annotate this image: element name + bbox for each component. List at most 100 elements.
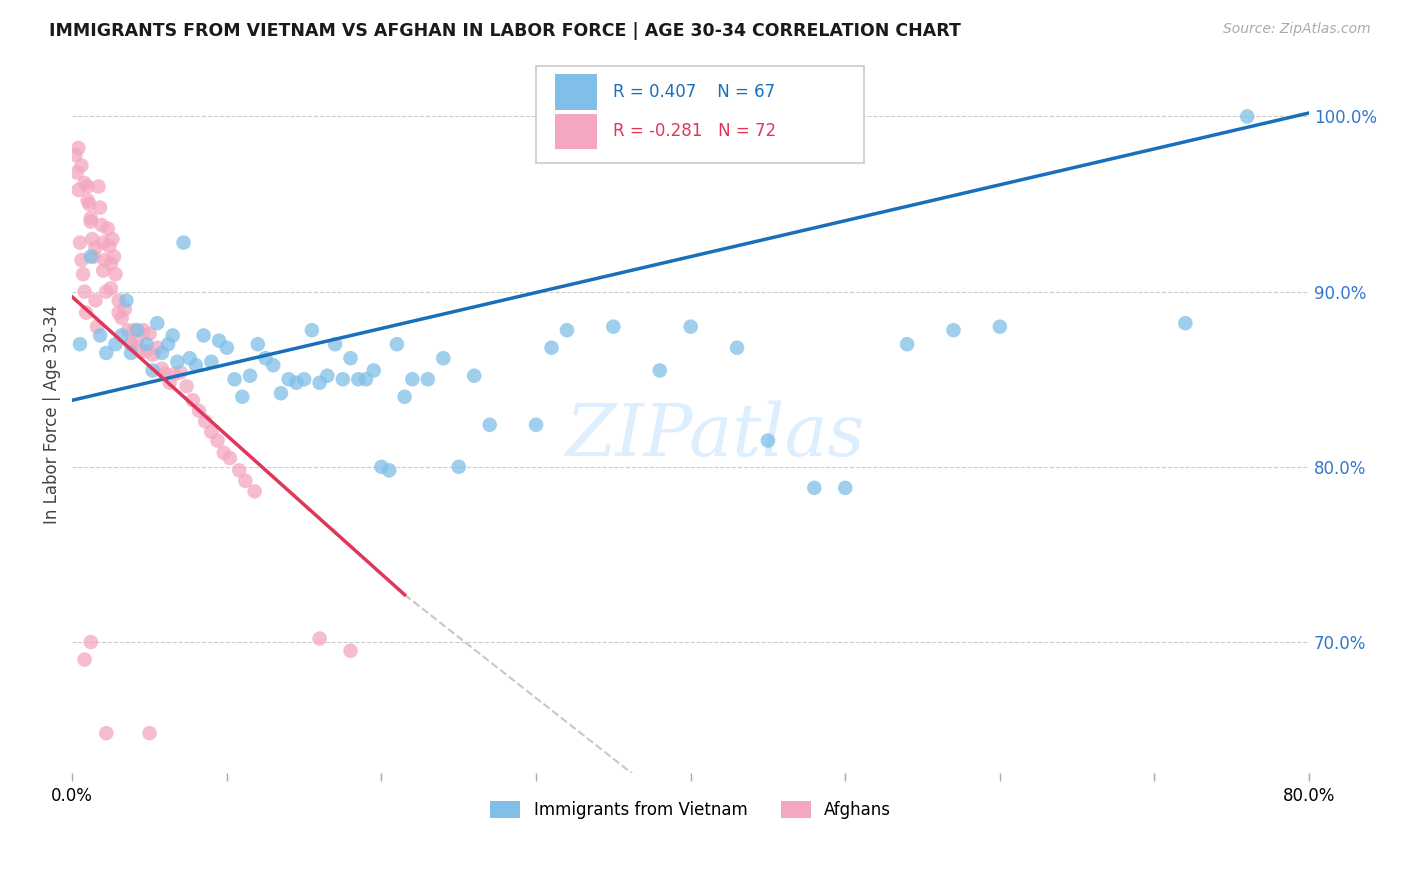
Point [67, 141, 90, 155]
Point [127, 334, 149, 348]
Point [90, 218, 112, 232]
Point [215, 341, 238, 355]
Point [834, 481, 856, 495]
Point [127, 323, 149, 337]
Point [270, 386, 292, 401]
Point [82, 232, 104, 246]
Point [111, 328, 134, 343]
Point [292, 372, 315, 386]
Point [478, 417, 501, 432]
Point [463, 368, 485, 383]
Point [80, 635, 103, 649]
Point [138, 326, 160, 341]
Point [370, 459, 392, 474]
Point [401, 372, 423, 386]
FancyBboxPatch shape [536, 66, 863, 163]
Point [942, 323, 965, 337]
Point [679, 319, 702, 334]
Point [75, 306, 97, 320]
Point [86, 319, 108, 334]
Point [87, 179, 110, 194]
Point [80, 211, 103, 225]
Point [135, 344, 157, 359]
Point [301, 323, 323, 337]
Point [1236, 110, 1258, 124]
Point [194, 414, 217, 428]
Point [602, 319, 624, 334]
Point [212, 446, 235, 460]
Point [77, 197, 100, 211]
Point [69, 337, 91, 351]
Point [80, 214, 103, 228]
Point [89, 328, 111, 343]
Point [69, 235, 91, 250]
Point [332, 372, 354, 386]
Text: ZIPatlas: ZIPatlas [565, 401, 865, 471]
Point [89, 201, 111, 215]
Point [104, 267, 127, 281]
Point [277, 372, 299, 386]
Point [142, 348, 165, 362]
Point [228, 463, 250, 477]
Point [150, 346, 173, 360]
FancyBboxPatch shape [554, 114, 596, 149]
Point [70, 253, 93, 268]
Point [262, 358, 284, 372]
Point [394, 390, 416, 404]
Point [76, 179, 98, 194]
Point [114, 302, 136, 317]
Point [122, 323, 145, 337]
Point [135, 337, 157, 351]
Point [208, 334, 231, 348]
Point [157, 337, 180, 351]
Point [200, 425, 222, 439]
Y-axis label: In Labor Force | Age 30-34: In Labor Force | Age 30-34 [44, 305, 60, 524]
Point [725, 341, 748, 355]
Point [70, 159, 93, 173]
Text: Source: ZipAtlas.com: Source: ZipAtlas.com [1223, 22, 1371, 37]
Point [146, 341, 169, 355]
Point [91, 235, 114, 250]
Point [378, 463, 401, 477]
Point [76, 194, 98, 208]
Point [66, 165, 89, 179]
Point [107, 293, 129, 308]
Point [896, 337, 918, 351]
Point [756, 434, 779, 448]
Point [224, 372, 246, 386]
Point [246, 337, 269, 351]
Point [447, 459, 470, 474]
Point [235, 474, 257, 488]
Point [219, 451, 242, 466]
Point [132, 323, 155, 337]
Point [80, 250, 103, 264]
Point [84, 241, 107, 255]
Point [96, 285, 118, 299]
Point [316, 368, 339, 383]
Point [339, 351, 361, 366]
Point [803, 481, 825, 495]
Point [72, 267, 94, 281]
Point [138, 726, 160, 740]
Point [188, 404, 211, 418]
Point [107, 306, 129, 320]
Point [159, 376, 181, 390]
Point [179, 351, 201, 366]
Point [96, 346, 118, 360]
Point [111, 310, 134, 325]
Point [200, 355, 222, 369]
Point [239, 368, 262, 383]
Point [104, 337, 127, 351]
Point [103, 250, 125, 264]
Point [84, 293, 107, 308]
Point [184, 358, 207, 372]
Point [181, 393, 204, 408]
Point [555, 323, 578, 337]
Point [100, 281, 122, 295]
Point [254, 351, 277, 366]
Text: R = -0.281   N = 72: R = -0.281 N = 72 [613, 122, 776, 140]
Point [308, 632, 330, 646]
Point [153, 367, 176, 381]
Point [193, 328, 215, 343]
Point [173, 235, 195, 250]
